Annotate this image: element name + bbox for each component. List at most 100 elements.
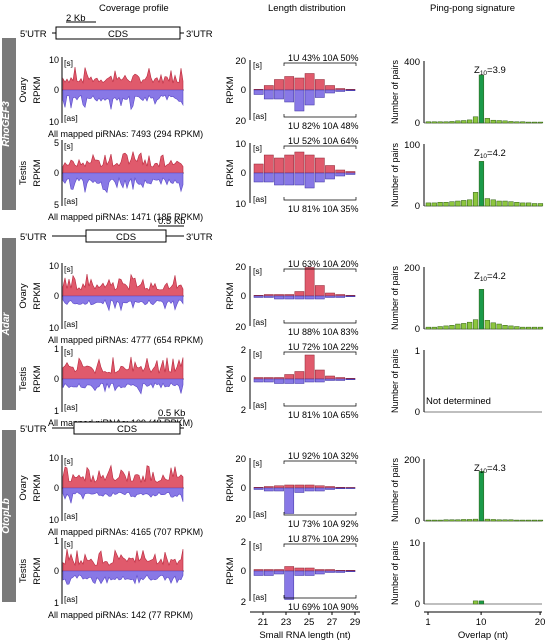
pingpong-bar [461,323,467,330]
pingpong-bar [514,326,520,330]
antisense-bar [294,295,305,300]
sense-bar [304,154,315,174]
cov-tick: 10 [49,515,59,525]
sense-bar [294,77,305,91]
pingpong-bar [443,202,449,207]
antisense-bar [335,378,346,381]
cov-tick: 0 [54,566,59,576]
sense-bar [263,154,274,174]
antisense-stats: 1U 82% 10A 48% [288,121,359,131]
len-tick: 20 [235,454,246,465]
len-rpkm-label: RPKM [225,76,236,104]
pingpong-bar [472,600,479,605]
sense-bracket [283,268,357,272]
antisense-bar [335,570,346,573]
sense-bar [274,485,284,489]
pingpong-bar [467,321,473,330]
sense-bar [304,354,315,380]
pingpong-bar [467,519,473,522]
antisense-tag: [as] [64,594,78,604]
scale-label: 0.5 Kb [158,216,185,227]
cds-label: CDS [116,232,136,243]
len-tick: 10 [235,139,246,150]
pp-tick: 0 [415,201,420,212]
pingpong-bar [449,519,455,522]
sense-bar [304,73,315,91]
antisense-bar [284,89,295,103]
cov-tick: 10 [49,117,59,127]
cds-box [85,229,167,243]
sense-bar [274,157,284,174]
sense-coverage [62,356,184,380]
antisense-bracket [283,114,357,118]
sense-bracket [283,145,357,149]
sense-bar [314,285,325,297]
pingpong-bar [531,203,538,207]
antisense-bar [253,570,264,576]
antisense-bar [345,89,356,91]
antisense-bar [314,378,325,383]
antisense-stats: 1U 69% 10A 90% [288,602,359,612]
antisense-bracket [283,320,357,324]
sense-bar [325,375,335,380]
len-tick: 20 [235,262,246,273]
utr3-label: 3'UTR [186,232,213,243]
pingpong-bar [537,519,544,522]
gene-name-Adar: Adar [1,312,12,337]
pingpong-bar [531,326,538,330]
antisense-bar [263,295,274,298]
antisense-bar [253,172,264,183]
sense-bar [284,374,295,380]
pingpong-bar [478,74,485,124]
pingpong-bar [425,202,431,207]
pp-ylabel: Number of pairs [390,348,400,413]
sense-bracket [283,543,357,547]
pingpong-bar [449,121,455,124]
gene-label-box [2,238,16,410]
antisense-bar [263,89,274,100]
antisense-bar [335,89,346,92]
pingpong-bar [472,116,479,124]
pp-tick: 10 [409,538,420,549]
gene-label-box [2,430,16,602]
pingpong-bar [455,323,461,330]
len-tick: 0 [241,566,246,577]
pingpong-bar [455,519,461,522]
z10-label: Z10=4.2 [474,271,506,283]
sense-bar [314,79,325,91]
antisense-bar [314,295,325,300]
antisense-bar [304,295,315,300]
antisense-bar [314,89,325,98]
sense-coverage [62,464,184,489]
len-tick: 20 [235,56,246,67]
antisense-bar [314,487,325,492]
sense-bar [325,292,335,297]
len-tick: 20 [235,322,246,333]
cov-tick: 10 [49,453,59,463]
rpkm-label: RPKM [32,365,43,393]
sense-tag: [s] [64,58,73,68]
antisense-bar [314,172,325,183]
pingpong-bar [490,322,496,330]
pp-tick: 200 [404,455,420,466]
antisense-bracket [283,512,357,516]
antisense-coverage [62,570,184,585]
sense-bar [304,567,315,572]
antisense-bar [335,487,346,489]
len-tick: 2 [241,597,246,608]
not-determined: Not determined [426,396,491,407]
pingpong-bar [502,325,508,330]
sense-tag: [s] [64,141,73,151]
pp-tick: 1 [415,346,420,357]
cov-tick: 1 [54,406,59,416]
pp-ylabel: Number of pairs [390,59,400,124]
cov-tick: 1 [54,598,59,608]
antisense-bar [274,378,284,384]
antisense-bar [304,89,315,106]
rpkm-label: RPKM [32,282,43,310]
length-header: Length distribution [268,3,346,14]
sense-stats: 1U 72% 10A 22% [288,342,359,352]
cov-tick: 10 [49,261,59,271]
